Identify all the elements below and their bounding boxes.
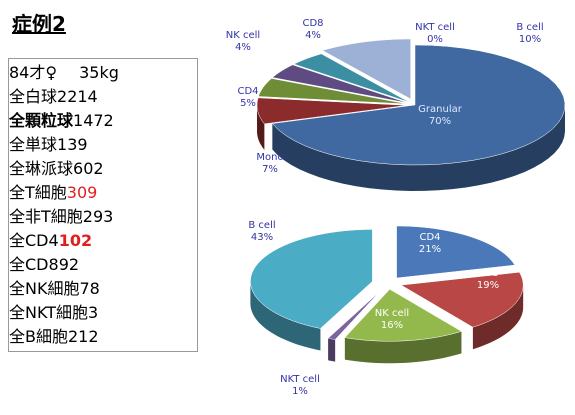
slice-label: B cell [516, 22, 543, 33]
row-label: 84才♀ [9, 63, 58, 82]
slice-value-label: 21% [419, 244, 441, 255]
slice-value-label: 5% [240, 98, 256, 109]
slice-value-label: 70% [429, 116, 451, 127]
pie-slice [327, 291, 381, 340]
row-value: 1472 [73, 111, 114, 130]
row-label: 全T細胞 [9, 183, 67, 202]
row-value: 139 [57, 135, 88, 154]
pie-slice-side [272, 105, 565, 191]
slice-label: NK cell [375, 308, 409, 319]
slice-label: Granular [418, 104, 463, 115]
table-row: 全B細胞212 [9, 323, 197, 347]
table-row: 全白球2214 [9, 83, 197, 107]
row-label: 全B細胞 [9, 327, 68, 346]
slice-value-label: 0% [427, 34, 443, 45]
slice-label: CD4 [419, 232, 440, 243]
pie-slice [258, 78, 408, 105]
table-row: 全NK細胞78 [9, 275, 197, 299]
pie-slice [271, 44, 566, 166]
table-row: 全非T細胞293 [9, 203, 197, 227]
slice-label: NKT cell [415, 22, 455, 33]
table-row: 全単球139 [9, 131, 197, 155]
slice-value-label: 1% [292, 386, 308, 397]
table-row: 全CD4102 [9, 227, 197, 251]
pie-slice [271, 64, 409, 104]
slice-value-label: 19% [477, 280, 499, 291]
table-row: 全顆粒球1472 [9, 107, 197, 131]
row-label: 全NK細胞 [9, 279, 80, 298]
pie-slice [400, 271, 524, 328]
pie-slice-side [257, 105, 265, 150]
row-value: 3 [88, 303, 99, 322]
slice-value-label: 7% [262, 164, 278, 175]
row-label: 全非T細胞 [9, 207, 83, 226]
pie-slice [250, 229, 373, 329]
patient-table: 84才♀ 35kg 全白球2214 全顆粒球1472 全単球139 全琳派球602 全T細胞… [8, 58, 198, 352]
pie-slice [344, 288, 463, 342]
slice-value-label: 4% [235, 42, 251, 53]
slice-label: CD4 [237, 86, 258, 97]
table-row: 全T細胞309 [9, 179, 197, 203]
table-row: 84才♀ 35kg [9, 59, 197, 83]
row-value: 78 [79, 279, 100, 298]
pie-slice-side [250, 281, 321, 351]
pie-slice [293, 53, 410, 103]
table-row: 全琳派球602 [9, 155, 197, 179]
slice-value-label: 43% [251, 232, 273, 243]
slice-label: NK cell [226, 30, 260, 41]
table-row: 全NKT細胞3 [9, 299, 197, 323]
pie-slice-side [344, 331, 462, 364]
row-value: 212 [67, 327, 99, 346]
pie-slice [396, 225, 516, 279]
pie-slice [321, 38, 411, 100]
slice-label: CD8 [477, 268, 498, 279]
row-label: 全琳派球 [9, 159, 74, 178]
table-row: 全CD892 [9, 251, 197, 275]
row-label: 全CD4 [9, 231, 59, 250]
slice-value-label: 16% [381, 320, 403, 331]
pie-slice-side [472, 285, 524, 350]
row-value: 92 [58, 255, 80, 274]
row-label: 全CD8 [9, 255, 59, 274]
slice-value-label: 10% [519, 34, 541, 45]
slice-label: NKT cell [280, 374, 320, 385]
pie-slice [256, 97, 408, 125]
slice-value-label: 4% [305, 30, 321, 41]
slice-label: Mono [256, 152, 283, 163]
slide-title: 症例2 [12, 12, 66, 36]
row-label: 全白球 [9, 87, 58, 106]
slice-label: B cell [248, 220, 275, 231]
row-label: 全顆粒球 [9, 111, 74, 130]
row-value: 309 [66, 183, 98, 202]
row-value: 293 [82, 207, 114, 226]
row-label: 全単球 [9, 135, 58, 154]
row-value: 102 [58, 231, 93, 250]
row-value: 35kg [79, 63, 119, 82]
row-value: 602 [73, 159, 104, 178]
row-label: 全NKT細胞 [9, 303, 88, 322]
pie-slice-side [328, 338, 336, 362]
slice-label: CD8 [302, 18, 323, 29]
row-value: 2214 [57, 87, 98, 106]
